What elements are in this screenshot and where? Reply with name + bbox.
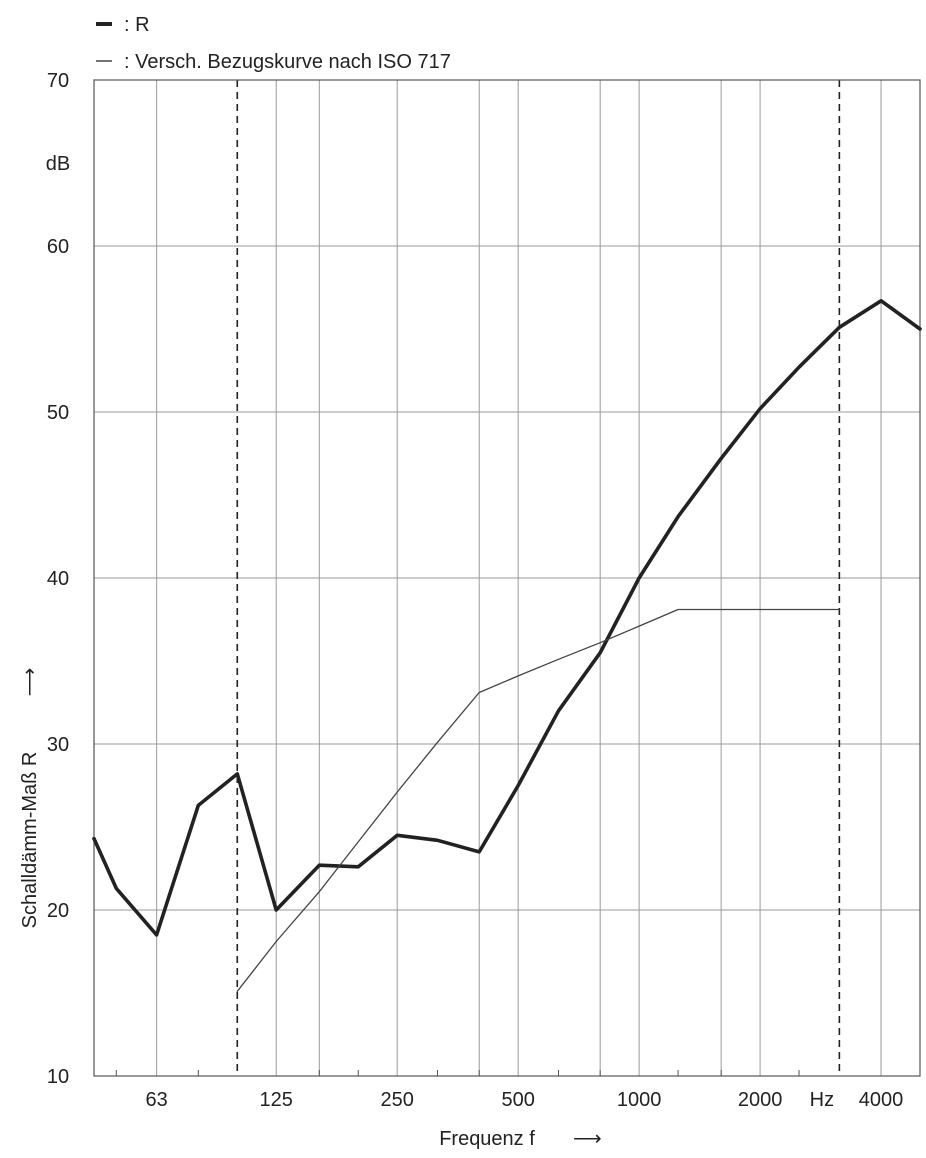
- x-tick-label-4000: 4000: [859, 1089, 904, 1111]
- x-tick-label-125: 125: [260, 1089, 293, 1111]
- x-tick-label-1000: 1000: [617, 1089, 662, 1111]
- x-gridlines: [115, 80, 921, 1076]
- x-axis-arrow: ⟶: [573, 1128, 602, 1150]
- y-tick-labels: 10 20 30 40 50 60 70: [47, 70, 69, 1088]
- y-tick-label-70: 70: [47, 70, 69, 92]
- x-axis-title: Frequenz f: [439, 1128, 535, 1150]
- x-unit-label: Hz: [810, 1089, 834, 1111]
- x-tick-label-63: 63: [146, 1089, 168, 1111]
- series-line-ref: [236, 608, 841, 992]
- band-limit-markers: [236, 80, 841, 1076]
- y-axis-title: Schalldämm-Maß R: [19, 752, 41, 929]
- plot-frame: [93, 79, 921, 1077]
- y-tick-label-40: 40: [47, 568, 69, 590]
- series-layer: [92, 298, 922, 992]
- y-gridlines: [94, 245, 920, 911]
- legend: : R : Versch. Bezugskurve nach ISO 717: [96, 14, 451, 73]
- x-tick-label-2000: 2000: [738, 1089, 783, 1111]
- x-tick-labels: 63 125 250 500 1000 2000 4000 Hz: [146, 1089, 904, 1111]
- series-line-R: [92, 298, 922, 937]
- x-tick-label-500: 500: [501, 1089, 534, 1111]
- legend-label-reference: : Versch. Bezugskurve nach ISO 717: [124, 51, 451, 73]
- y-tick-label-20: 20: [47, 900, 69, 922]
- y-unit-label: dB: [46, 153, 70, 175]
- y-tick-label-10: 10: [47, 1066, 69, 1088]
- x-tick-label-250: 250: [380, 1089, 413, 1111]
- y-tick-label-30: 30: [47, 734, 69, 756]
- y-axis-title-group: Schalldämm-Maß R ⟶: [19, 668, 41, 929]
- y-tick-label-50: 50: [47, 402, 69, 424]
- legend-label-r: : R: [124, 14, 150, 36]
- y-tick-label-60: 60: [47, 236, 69, 258]
- y-axis-arrow: ⟶: [19, 668, 41, 697]
